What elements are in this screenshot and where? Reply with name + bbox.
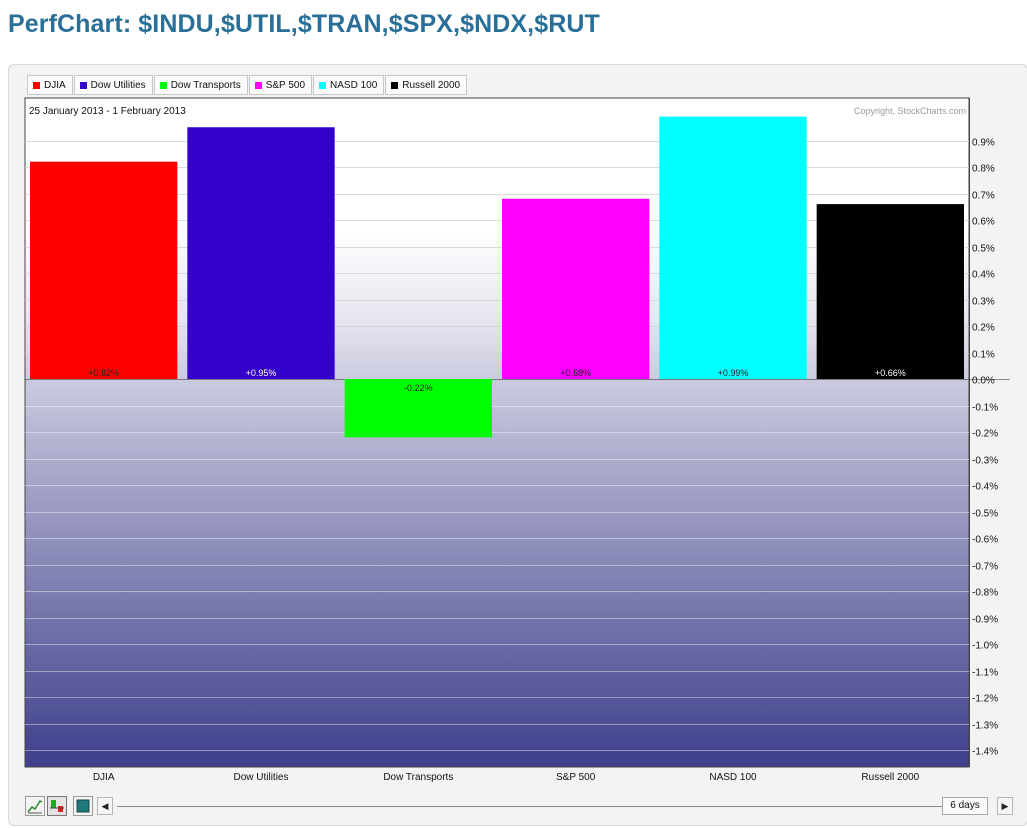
copyright-label: Copyright, StockCharts.com: [854, 106, 966, 116]
histogram-icon[interactable]: [73, 796, 93, 816]
y-tick-label: -0.9%: [972, 615, 998, 626]
page-title: PerfChart: $INDU,$UTIL,$TRAN,$SPX,$NDX,$…: [8, 10, 600, 38]
legend-swatch: [319, 81, 327, 89]
bar-value-labels: +0.82% +0.95% -0.22% +0.68% +0.99% +0.66%: [88, 368, 905, 393]
gridlines: [25, 98, 1010, 767]
y-tick-label: 0.1%: [972, 350, 995, 361]
x-axis-labels: DJIA Dow Utilities Dow Transports S&P 500 NA…: [93, 772, 920, 783]
x-tick-label: NASD 100: [709, 772, 757, 783]
legend-swatch: [79, 81, 87, 89]
chart-legend: DJIA Dow Utilities Dow Transports S&P 500 NA…: [27, 75, 468, 95]
line-chart-glyph: [27, 800, 43, 814]
y-tick-label: -0.2%: [972, 429, 998, 440]
bar[interactable]: [659, 116, 807, 380]
legend-swatch: [391, 81, 399, 89]
y-tick-label: -0.8%: [972, 588, 998, 599]
legend-label: NASD 100: [330, 79, 378, 91]
bars: [30, 116, 964, 438]
y-tick-label: -1.2%: [972, 694, 998, 705]
legend-item[interactable]: NASD 100: [313, 75, 385, 95]
x-tick-label: DJIA: [93, 772, 115, 783]
y-tick-label: -1.1%: [972, 668, 998, 679]
x-tick-label: S&P 500: [556, 772, 596, 783]
range-days-box[interactable]: 6 days: [942, 797, 988, 815]
legend-item[interactable]: Dow Transports: [153, 75, 248, 95]
legend-swatch: [33, 81, 40, 89]
legend-swatch: [159, 81, 167, 89]
scroll-right-button[interactable]: ▶: [997, 797, 1013, 815]
y-tick-label: -0.3%: [972, 456, 998, 467]
line-chart-icon[interactable]: [25, 796, 45, 816]
bar[interactable]: [30, 161, 178, 379]
y-tick-label: 0.3%: [972, 297, 995, 308]
y-tick-label: 0.6%: [972, 217, 995, 228]
legend-swatch: [254, 81, 262, 89]
legend-item[interactable]: Russell 2000: [385, 75, 468, 95]
legend-label: Dow Transports: [170, 79, 241, 91]
y-tick-label: -0.6%: [972, 535, 998, 546]
y-tick-label: -1.0%: [972, 641, 998, 652]
date-range-label: 25 January 2013 - 1 February 2013: [29, 106, 186, 117]
x-tick-label: Dow Transports: [383, 772, 453, 783]
legend-label: S&P 500: [265, 79, 306, 91]
y-tick-label: 0.2%: [972, 323, 995, 334]
scroll-left-button[interactable]: ◀: [97, 797, 113, 815]
y-tick-label: -0.7%: [972, 562, 998, 573]
legend-label: DJIA: [44, 79, 66, 91]
y-tick-label: 0.8%: [972, 164, 995, 175]
y-tick-label: 0.0%: [972, 376, 995, 387]
y-tick-label: 0.5%: [972, 244, 995, 255]
y-tick-label: 0.4%: [972, 270, 995, 281]
bar[interactable]: [344, 379, 492, 438]
y-tick-label: 0.7%: [972, 191, 995, 202]
y-tick-label: -1.3%: [972, 721, 998, 732]
legend-item[interactable]: S&P 500: [248, 75, 313, 95]
bar-chart-glyph: [50, 800, 64, 812]
bar[interactable]: [502, 198, 650, 379]
y-tick-label: -1.4%: [972, 747, 998, 758]
chart-footer: ◀ 6 days ▶: [25, 796, 1017, 818]
histogram-glyph: [76, 799, 90, 813]
legend-label: Dow Utilities: [90, 79, 146, 91]
y-tick-label: -0.5%: [972, 509, 998, 520]
bar-value-label: +0.82%: [88, 368, 119, 378]
bar-value-label: +0.95%: [246, 368, 277, 378]
legend-label: Russell 2000: [402, 79, 461, 91]
bar-chart-icon[interactable]: [47, 796, 67, 816]
legend-item[interactable]: DJIA: [27, 75, 73, 95]
legend-item[interactable]: Dow Utilities: [73, 75, 153, 95]
bar-value-label: +0.66%: [875, 368, 906, 378]
bar-value-label: +0.68%: [560, 368, 591, 378]
y-tick-label: -0.1%: [972, 403, 998, 414]
time-slider[interactable]: [117, 806, 942, 807]
x-tick-label: Russell 2000: [861, 772, 919, 783]
x-tick-label: Dow Utilities: [233, 772, 288, 783]
y-tick-label: 0.9%: [972, 138, 995, 149]
bar-value-label: +0.99%: [718, 368, 749, 378]
bar-value-label: -0.22%: [404, 383, 433, 393]
bar[interactable]: [816, 204, 964, 379]
bar[interactable]: [187, 127, 335, 379]
y-tick-label: -0.4%: [972, 482, 998, 493]
y-axis-labels: 0.9% 0.8% 0.7% 0.6% 0.5% 0.4% 0.3% 0.2% 0.1% 0.0%…: [972, 138, 998, 758]
